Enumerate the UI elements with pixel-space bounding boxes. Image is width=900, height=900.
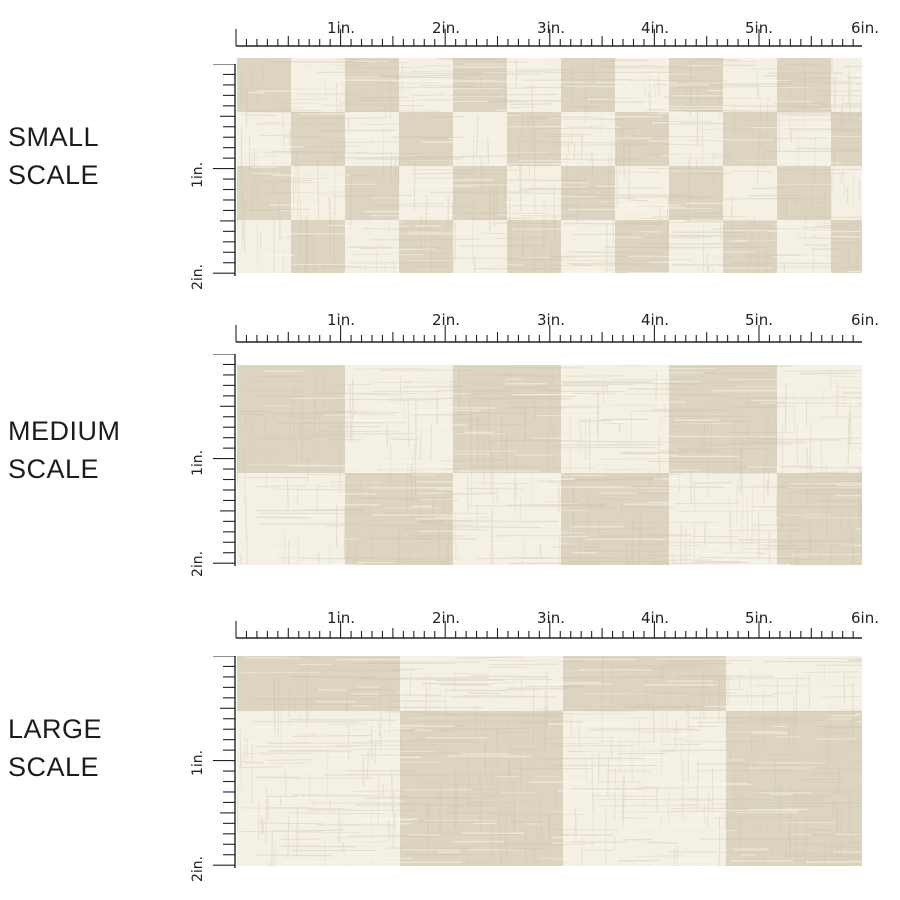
large-top-label-4: 4in. — [641, 609, 669, 627]
medium-top-label-5: 5in. — [745, 311, 773, 329]
medium-top-label-2: 2in. — [432, 311, 460, 329]
medium-top-label-3: 3in. — [537, 311, 565, 329]
medium-scale-label-line1: MEDIUM — [8, 416, 121, 446]
large-top-ruler — [235, 621, 862, 639]
small-top-label-3: 3in. — [537, 19, 565, 37]
small-left-label-1: 1in. — [190, 161, 206, 188]
large-checker-swatch — [237, 656, 862, 866]
medium-scale-section: MEDIUM SCALE 1in. 2in. 3in. 4in. 5in. 6i… — [0, 290, 900, 590]
large-top-label-2: 2in. — [432, 609, 460, 627]
medium-scale-label: MEDIUM SCALE — [8, 412, 121, 488]
medium-scale-label-line2: SCALE — [8, 454, 100, 484]
medium-top-label-4: 4in. — [641, 311, 669, 329]
large-scale-label: LARGE SCALE — [8, 710, 102, 786]
small-top-label-1: 1in. — [327, 19, 355, 37]
large-top-label-1: 1in. — [327, 609, 355, 627]
medium-left-label-2: 2in. — [190, 550, 206, 577]
large-scale-label-line2: SCALE — [8, 752, 100, 782]
large-top-label-5: 5in. — [745, 609, 773, 627]
small-scale-label-line2: SCALE — [8, 160, 100, 190]
medium-left-label-1: 1in. — [190, 449, 206, 476]
small-top-label-6: 6in. — [851, 19, 879, 37]
small-left-ruler — [213, 64, 236, 276]
large-left-label-1: 1in. — [190, 749, 206, 776]
small-top-label-2: 2in. — [432, 19, 460, 37]
small-scale-section: SMALL SCALE 1in. 2in. 3in. 4in. 5in. 6in… — [0, 0, 900, 290]
small-top-label-4: 4in. — [641, 19, 669, 37]
medium-top-label-1: 1in. — [327, 311, 355, 329]
large-left-label-2: 2in. — [190, 855, 206, 882]
large-scale-label-line1: LARGE — [8, 714, 103, 744]
small-left-label-2: 2in. — [190, 263, 206, 290]
small-scale-label-line1: SMALL — [8, 122, 100, 152]
small-top-ruler — [235, 29, 862, 47]
medium-checker-swatch — [237, 365, 862, 565]
small-top-label-5: 5in. — [745, 19, 773, 37]
large-top-label-6: 6in. — [851, 609, 879, 627]
large-scale-section: LARGE SCALE 1in. 2in. 3in. 4in. 5in. 6in… — [0, 590, 900, 890]
medium-left-ruler — [213, 354, 236, 566]
medium-top-ruler — [235, 325, 862, 343]
large-left-ruler — [213, 656, 236, 868]
medium-top-label-6: 6in. — [851, 311, 879, 329]
small-scale-label: SMALL SCALE — [8, 118, 99, 194]
small-checker-swatch — [237, 58, 862, 273]
large-top-label-3: 3in. — [537, 609, 565, 627]
